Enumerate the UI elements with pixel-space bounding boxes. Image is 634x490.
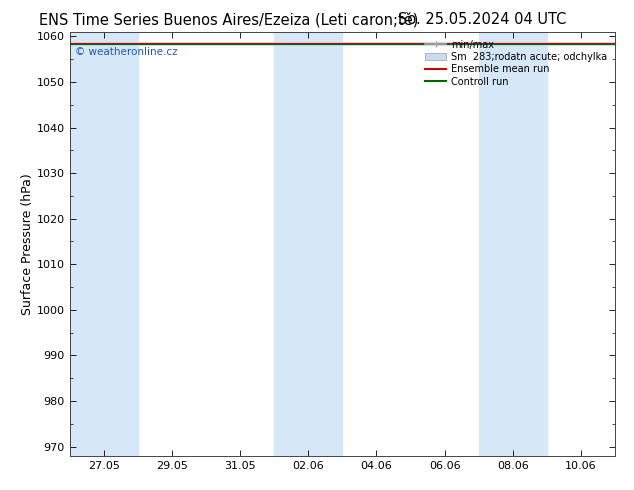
Y-axis label: Surface Pressure (hPa): Surface Pressure (hPa): [21, 173, 34, 315]
Legend: min/max, Sm  283;rodatn acute; odchylka, Ensemble mean run, Controll run: min/max, Sm 283;rodatn acute; odchylka, …: [422, 37, 610, 90]
Bar: [479, 32, 547, 456]
Bar: [70, 32, 138, 456]
Text: So. 25.05.2024 04 UTC: So. 25.05.2024 04 UTC: [398, 12, 566, 27]
Text: ENS Time Series Buenos Aires/Ezeiza (Leti caron;tě): ENS Time Series Buenos Aires/Ezeiza (Let…: [39, 12, 418, 28]
Bar: [274, 32, 342, 456]
Text: © weatheronline.cz: © weatheronline.cz: [75, 47, 178, 57]
